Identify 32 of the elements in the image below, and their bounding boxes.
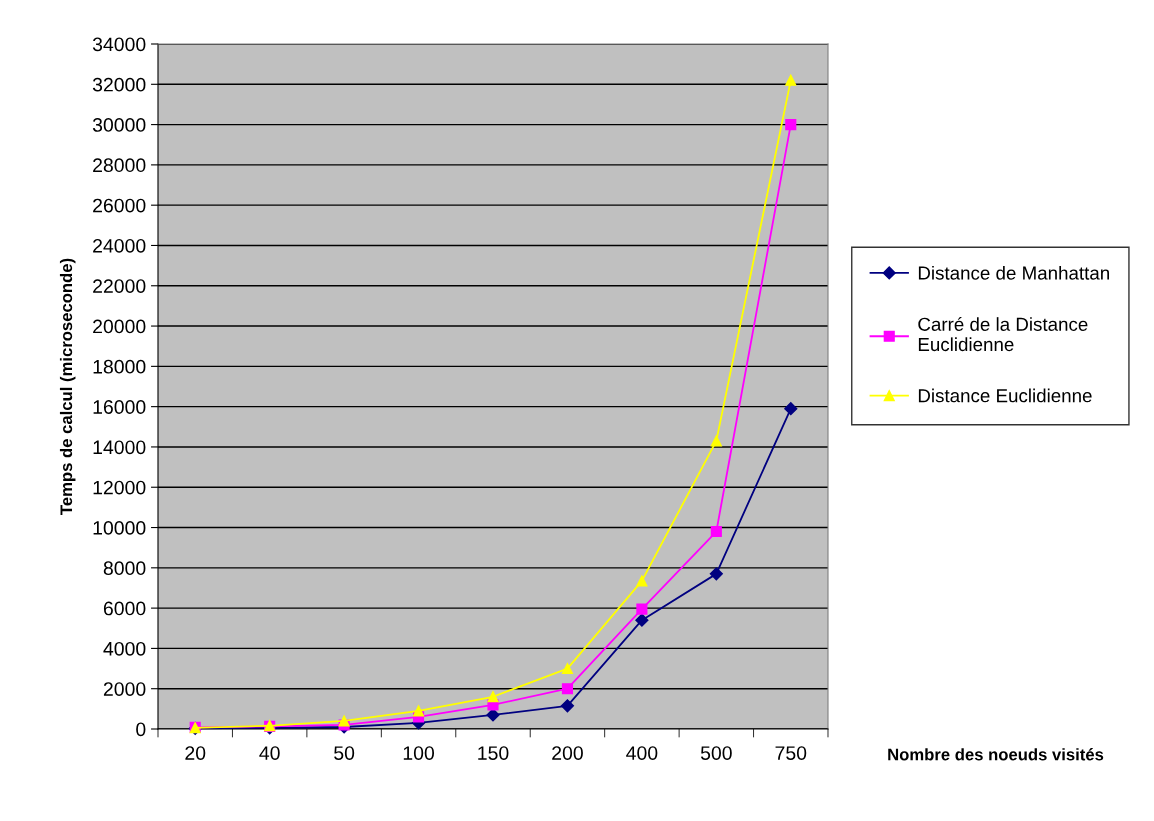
y-tick-label: 26000 <box>93 198 146 213</box>
y-tick-label: 22000 <box>93 279 146 293</box>
y-tick-label: 28000 <box>93 158 146 173</box>
y-tick-label: 30000 <box>92 118 146 132</box>
y-tick-label: 32000 <box>92 77 146 92</box>
y-tick-label: 8000 <box>103 561 146 576</box>
y-tick-label: 6000 <box>103 601 146 616</box>
x-axis-title: Nombre des noeuds visités <box>888 748 1104 761</box>
legend-label: Distance Euclidienne <box>918 388 1092 403</box>
x-tick-label: 50 <box>334 746 355 760</box>
x-tick-label: 200 <box>552 746 583 760</box>
x-tick-label: 750 <box>775 746 807 760</box>
y-tick-label: 24000 <box>93 238 146 253</box>
y-tick-label: 14000 <box>93 440 146 455</box>
y-tick-label: 2000 <box>103 682 146 696</box>
y-axis-title: Temps de calcul (microseconde) <box>59 258 76 515</box>
y-tick-label: 16000 <box>93 400 146 414</box>
x-tick-label: 150 <box>478 746 509 760</box>
y-tick-label: 18000 <box>93 359 146 374</box>
y-tick-label: 20000 <box>93 319 146 334</box>
x-tick-label: 20 <box>185 746 206 760</box>
y-tick-label: 0 <box>136 722 146 737</box>
y-tick-label: 12000 <box>93 480 146 495</box>
y-tick-label: 10000 <box>93 521 146 535</box>
x-tick-label: 100 <box>403 746 435 760</box>
legend-label: Carré de la Distance Euclidienne <box>918 316 1088 352</box>
x-tick-label: 400 <box>626 746 658 760</box>
y-tick-label: 34000 <box>92 37 146 52</box>
x-tick-label: 40 <box>259 746 280 760</box>
legend-label: Distance de Manhattan <box>918 265 1109 280</box>
x-tick-label: 500 <box>700 746 732 760</box>
y-tick-label: 4000 <box>103 641 146 656</box>
